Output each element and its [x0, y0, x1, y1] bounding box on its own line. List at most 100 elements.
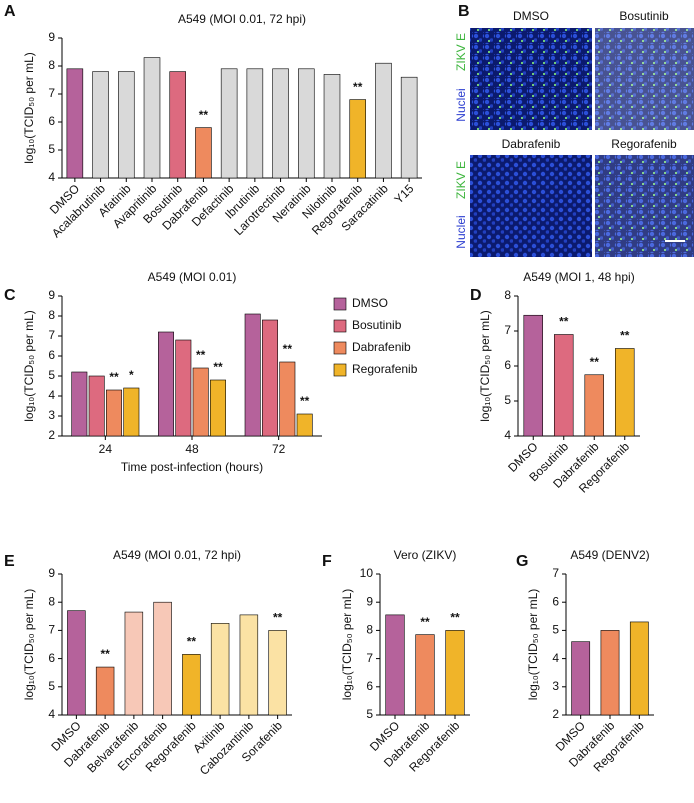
bar — [385, 614, 405, 716]
chart-title: A549 (MOI 1, 48 hpi) — [523, 270, 634, 284]
y-tick-label: 3 — [552, 679, 559, 693]
y-tick-label: 7 — [48, 328, 55, 342]
y-tick-label: 4 — [48, 388, 55, 402]
legend-label: Regorafenib — [352, 362, 418, 376]
significance: ** — [420, 615, 430, 629]
bar — [268, 630, 287, 716]
y-tick-label: 6 — [48, 651, 55, 665]
y-tick-label: 4 — [552, 651, 559, 665]
significance: ** — [620, 329, 630, 343]
y-tick-label: 5 — [48, 368, 55, 382]
legend-swatch — [333, 341, 347, 355]
condition-label: DMSO — [513, 9, 549, 23]
y-tick-label: 8 — [48, 58, 55, 72]
micrograph — [470, 28, 592, 130]
bar — [67, 610, 86, 716]
y-tick-label: 8 — [366, 623, 373, 637]
bar — [279, 361, 296, 437]
significance: ** — [273, 611, 283, 625]
significance: ** — [590, 355, 600, 369]
bar — [629, 621, 649, 716]
y-tick-label: 9 — [48, 288, 55, 302]
y-tick-label: 8 — [48, 594, 55, 608]
significance: ** — [187, 635, 197, 649]
significance: ** — [100, 647, 110, 661]
y-tick-label: 4 — [48, 170, 55, 184]
x-tick-label: 48 — [185, 442, 199, 456]
y-tick-label: 7 — [48, 86, 55, 100]
significance: ** — [559, 315, 569, 329]
y-tick-label: 7 — [552, 566, 559, 580]
chart-title: A549 (MOI 0.01, 72 hpi) — [178, 12, 306, 26]
bar — [571, 641, 591, 716]
bar — [220, 68, 238, 179]
bar — [169, 71, 186, 179]
bar — [88, 375, 105, 437]
y-tick-label: 5 — [504, 393, 511, 407]
legend-swatch — [333, 319, 347, 333]
condition-label: Regorafenib — [611, 137, 677, 151]
y-axis-label: log₁₀(TCID₅₀ per mL) — [526, 589, 540, 701]
significance: ** — [450, 611, 460, 625]
bar — [210, 379, 226, 437]
y-tick-label: 7 — [366, 651, 373, 665]
bar — [415, 634, 435, 716]
y-tick-label: 8 — [48, 308, 55, 322]
x-tick-label: 24 — [99, 442, 113, 456]
stain-label: ZIKV E — [454, 33, 468, 71]
micrograph — [470, 155, 592, 257]
significance: ** — [283, 342, 293, 356]
panel-letter: A — [4, 3, 16, 20]
y-tick-label: 7 — [48, 623, 55, 637]
bar — [66, 68, 84, 179]
chart-title: A549 (DENV2) — [570, 548, 649, 562]
bar — [106, 389, 122, 437]
y-axis-label: log₁₀(TCID₅₀ per mL) — [22, 310, 36, 422]
y-tick-label: 9 — [48, 30, 55, 44]
legend-swatch — [333, 297, 347, 311]
y-tick-label: 6 — [366, 679, 373, 693]
x-axis-label: Time post-infection (hours) — [121, 460, 263, 474]
y-tick-label: 6 — [552, 594, 559, 608]
bar — [298, 68, 315, 179]
y-tick-label: 5 — [48, 142, 55, 156]
significance: ** — [199, 108, 209, 122]
legend-label: Dabrafenib — [352, 340, 411, 354]
bar — [239, 614, 259, 716]
panel-letter: B — [458, 3, 470, 20]
bar — [323, 74, 341, 179]
y-axis-label: log₁₀(TCID₅₀ per mL) — [478, 310, 492, 422]
bar — [375, 62, 392, 179]
significance: ** — [196, 348, 206, 362]
bar — [175, 339, 192, 437]
y-tick-label: 6 — [48, 348, 55, 362]
panel-letter: D — [470, 287, 482, 304]
stain-label: Nuclei — [454, 215, 468, 248]
y-tick-label: 10 — [360, 566, 374, 580]
bar — [192, 367, 209, 437]
bar — [210, 623, 230, 716]
y-axis-label: log₁₀(TCID₅₀ per mL) — [22, 52, 36, 164]
bar — [600, 630, 620, 716]
chart-title: A549 (MOI 0.01, 72 hpi) — [113, 548, 241, 562]
bar — [118, 71, 135, 179]
bar — [195, 127, 212, 179]
y-tick-label: 6 — [48, 114, 55, 128]
significance: ** — [300, 394, 310, 408]
significance: ** — [353, 80, 363, 94]
y-tick-label: 5 — [48, 679, 55, 693]
y-tick-label: 9 — [366, 594, 373, 608]
stain-label: Nuclei — [454, 88, 468, 121]
legend-label: Bosutinib — [352, 318, 402, 332]
bar — [349, 99, 366, 179]
y-tick-label: 7 — [504, 323, 511, 337]
x-tick-label: 72 — [272, 442, 286, 456]
bar — [553, 334, 574, 437]
panel-letter: F — [322, 553, 332, 570]
y-tick-label: 6 — [504, 358, 511, 372]
condition-label: Bosutinib — [619, 9, 669, 23]
panel-letter: C — [4, 287, 16, 304]
y-tick-label: 4 — [48, 707, 55, 721]
y-tick-label: 2 — [552, 707, 559, 721]
